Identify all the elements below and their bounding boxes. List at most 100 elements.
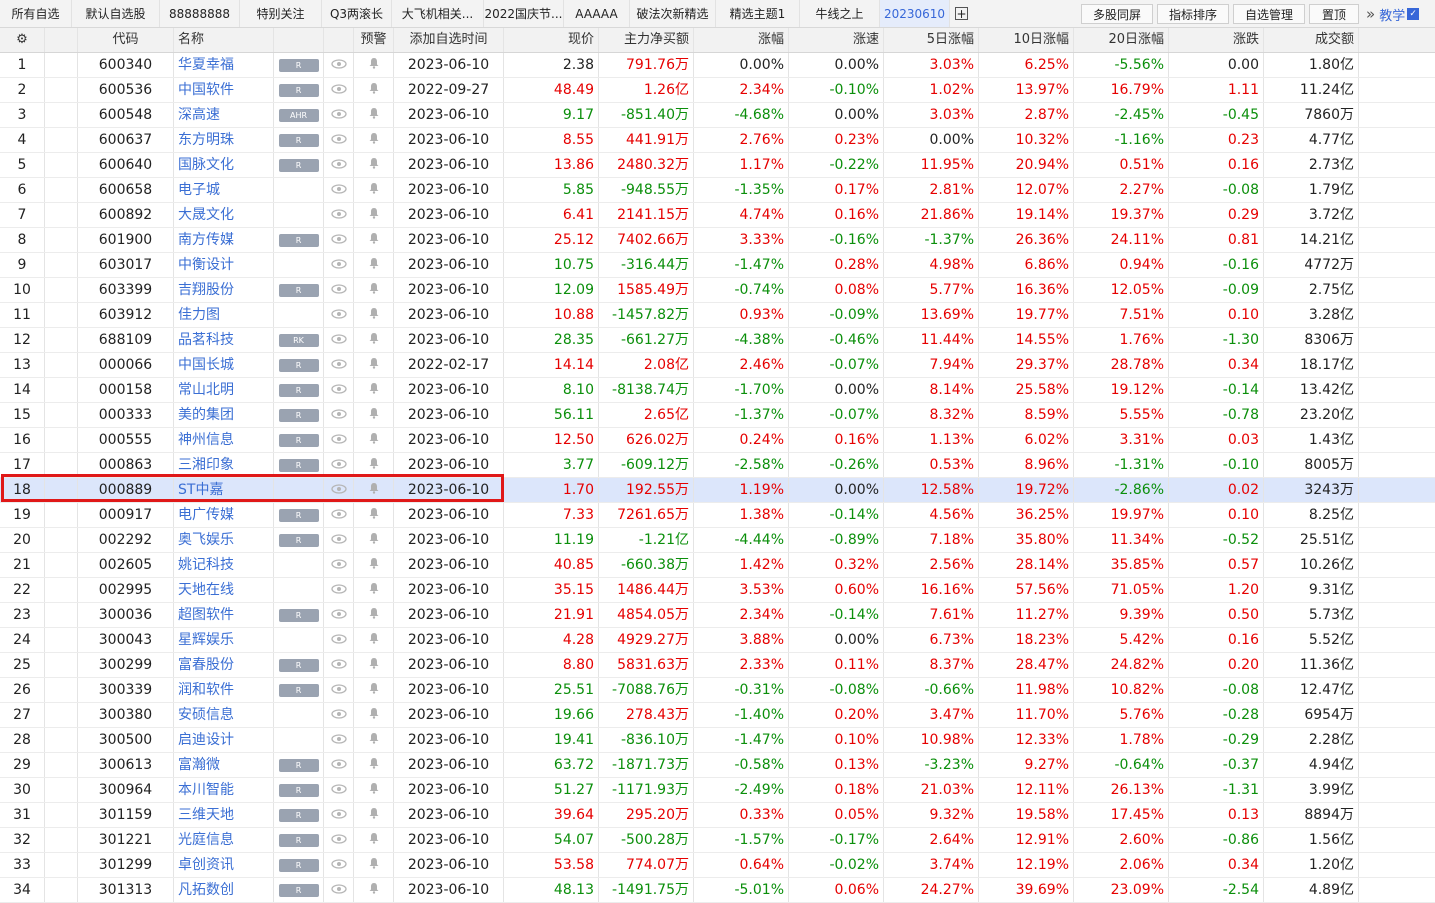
header-price[interactable]: 现价 xyxy=(504,28,599,52)
watch-eye-icon[interactable] xyxy=(324,753,354,777)
stock-name[interactable]: 大晟文化 xyxy=(174,203,274,227)
tab-6[interactable]: 大飞机相关... xyxy=(392,0,484,27)
watch-eye-icon[interactable] xyxy=(324,403,354,427)
table-row[interactable]: 23 300036 超图软件 R 2023-06-10 21.91 4854.05万 2.34… xyxy=(0,603,1435,628)
alert-bell-icon[interactable] xyxy=(354,353,394,377)
table-row[interactable]: 8 601900 南方传媒 R 2023-06-10 25.12 7402.66万 3.33%… xyxy=(0,228,1435,253)
tab-10[interactable]: 精选主题1 xyxy=(716,0,800,27)
watch-eye-icon[interactable] xyxy=(324,828,354,852)
add-tab-button[interactable]: + xyxy=(955,6,968,21)
alert-bell-icon[interactable] xyxy=(354,653,394,677)
stock-name[interactable]: 富瀚微 xyxy=(174,753,274,777)
header-20day[interactable]: 20日涨幅 xyxy=(1074,28,1169,52)
stock-name[interactable]: 中国长城 xyxy=(174,353,274,377)
table-row[interactable]: 25 300299 富春股份 R 2023-06-10 8.80 5831.63万 2.33%… xyxy=(0,653,1435,678)
more-chevron-icon[interactable]: » xyxy=(1366,5,1376,23)
alert-bell-icon[interactable] xyxy=(354,878,394,902)
header-10day[interactable]: 10日涨幅 xyxy=(979,28,1074,52)
watch-eye-icon[interactable] xyxy=(324,678,354,702)
table-row[interactable]: 33 301299 卓创资讯 R 2023-06-10 53.58 774.07万 0.64%… xyxy=(0,853,1435,878)
table-row[interactable]: 28 300500 启迪设计 2023-06-10 19.41 -836.10万 -1.47… xyxy=(0,728,1435,753)
stock-name[interactable]: 安硕信息 xyxy=(174,703,274,727)
watch-eye-icon[interactable] xyxy=(324,378,354,402)
tab-12[interactable]: 20230610 xyxy=(880,0,950,27)
alert-bell-icon[interactable] xyxy=(354,628,394,652)
table-row[interactable]: 30 300964 本川智能 R 2023-06-10 51.27 -1171.93万 -2.… xyxy=(0,778,1435,803)
stock-name[interactable]: 中国软件 xyxy=(174,78,274,102)
table-row[interactable]: 16 000555 神州信息 R 2023-06-10 12.50 626.02万 0.24%… xyxy=(0,428,1435,453)
table-row[interactable]: 31 301159 三维天地 R 2023-06-10 39.64 295.20万 0.33%… xyxy=(0,803,1435,828)
header-alert[interactable]: 预警 xyxy=(354,28,394,52)
tab-5[interactable]: Q3两滚长 xyxy=(322,0,392,27)
table-row[interactable]: 32 301221 光庭信息 R 2023-06-10 54.07 -500.28万 -1.5… xyxy=(0,828,1435,853)
stock-name[interactable]: 神州信息 xyxy=(174,428,274,452)
stock-name[interactable]: 三维天地 xyxy=(174,803,274,827)
watch-eye-icon[interactable] xyxy=(324,653,354,677)
stock-name[interactable]: 电广传媒 xyxy=(174,503,274,527)
stock-name[interactable]: 润和软件 xyxy=(174,678,274,702)
stock-name[interactable]: 奥飞娱乐 xyxy=(174,528,274,552)
header-5day[interactable]: 5日涨幅 xyxy=(884,28,979,52)
watch-eye-icon[interactable] xyxy=(324,778,354,802)
alert-bell-icon[interactable] xyxy=(354,678,394,702)
watch-eye-icon[interactable] xyxy=(324,78,354,102)
table-row[interactable]: 9 603017 中衡设计 2023-06-10 10.75 -316.44万 -1.47%… xyxy=(0,253,1435,278)
alert-bell-icon[interactable] xyxy=(354,453,394,477)
stock-name[interactable]: 佳力图 xyxy=(174,303,274,327)
watch-eye-icon[interactable] xyxy=(324,128,354,152)
watch-eye-icon[interactable] xyxy=(324,253,354,277)
table-row[interactable]: 11 603912 佳力图 2023-06-10 10.88 -1457.82万 0.93%… xyxy=(0,303,1435,328)
alert-bell-icon[interactable] xyxy=(354,403,394,427)
tab-1[interactable]: 所有自选 xyxy=(0,0,72,27)
stock-name[interactable]: 凡拓数创 xyxy=(174,878,274,902)
stock-name[interactable]: 中衡设计 xyxy=(174,253,274,277)
watch-eye-icon[interactable] xyxy=(324,228,354,252)
watch-eye-icon[interactable] xyxy=(324,428,354,452)
table-row[interactable]: 15 000333 美的集团 R 2023-06-10 56.11 2.65亿 -1.37% -… xyxy=(0,403,1435,428)
watch-eye-icon[interactable] xyxy=(324,603,354,627)
tab-3[interactable]: 88888888 xyxy=(160,0,240,27)
stock-name[interactable]: 卓创资讯 xyxy=(174,853,274,877)
alert-bell-icon[interactable] xyxy=(354,428,394,452)
table-row[interactable]: 2 600536 中国软件 R 2022-09-27 48.49 1.26亿 2.34% -0.… xyxy=(0,78,1435,103)
indicator-sort-button[interactable]: 指标排序 xyxy=(1157,4,1229,24)
watch-eye-icon[interactable] xyxy=(324,453,354,477)
table-row[interactable]: 6 600658 电子城 2023-06-10 5.85 -948.55万 -1.35% 0.… xyxy=(0,178,1435,203)
table-row[interactable]: 17 000863 三湘印象 R 2023-06-10 3.77 -609.12万 -2.58… xyxy=(0,453,1435,478)
alert-bell-icon[interactable] xyxy=(354,778,394,802)
alert-bell-icon[interactable] xyxy=(354,303,394,327)
stock-name[interactable]: 超图软件 xyxy=(174,603,274,627)
alert-bell-icon[interactable] xyxy=(354,78,394,102)
table-row[interactable]: 27 300380 安硕信息 2023-06-10 19.66 278.43万 -1.40%… xyxy=(0,703,1435,728)
header-main-net[interactable]: 主力净买额 xyxy=(599,28,694,52)
alert-bell-icon[interactable] xyxy=(354,53,394,77)
alert-bell-icon[interactable] xyxy=(354,753,394,777)
watch-eye-icon[interactable] xyxy=(324,528,354,552)
pin-top-button[interactable]: 置顶 xyxy=(1309,4,1359,24)
stock-name[interactable]: 美的集团 xyxy=(174,403,274,427)
watch-eye-icon[interactable] xyxy=(324,278,354,302)
watch-eye-icon[interactable] xyxy=(324,478,354,502)
stock-name[interactable]: 国脉文化 xyxy=(174,153,274,177)
watch-eye-icon[interactable] xyxy=(324,303,354,327)
alert-bell-icon[interactable] xyxy=(354,728,394,752)
stock-name[interactable]: 东方明珠 xyxy=(174,128,274,152)
table-row[interactable]: 24 300043 星辉娱乐 2023-06-10 4.28 4929.27万 3.88% 0… xyxy=(0,628,1435,653)
watch-eye-icon[interactable] xyxy=(324,878,354,902)
table-row[interactable]: 1 600340 华夏幸福 R 2023-06-10 2.38 791.76万 0.00% 0.… xyxy=(0,53,1435,78)
table-row[interactable]: 3 600548 深高速 AHR 2023-06-10 9.17 -851.40万 -4.68… xyxy=(0,103,1435,128)
alert-bell-icon[interactable] xyxy=(354,828,394,852)
table-row[interactable]: 21 002605 姚记科技 2023-06-10 40.85 -660.38万 1.42%… xyxy=(0,553,1435,578)
stock-name[interactable]: 本川智能 xyxy=(174,778,274,802)
watch-eye-icon[interactable] xyxy=(324,503,354,527)
alert-bell-icon[interactable] xyxy=(354,228,394,252)
table-row[interactable]: 14 000158 常山北明 R 2023-06-10 8.10 -8138.74万 -1.7… xyxy=(0,378,1435,403)
teach-link[interactable]: » 教学 ✓ xyxy=(1366,4,1420,24)
multi-stock-screen-button[interactable]: 多股同屏 xyxy=(1081,4,1153,24)
table-row[interactable]: 18 000889 ST中嘉 2023-06-10 1.70 192.55万 1.19% 0.… xyxy=(0,478,1435,503)
watch-eye-icon[interactable] xyxy=(324,628,354,652)
alert-bell-icon[interactable] xyxy=(354,328,394,352)
watch-eye-icon[interactable] xyxy=(324,178,354,202)
alert-bell-icon[interactable] xyxy=(354,178,394,202)
stock-name[interactable]: 常山北明 xyxy=(174,378,274,402)
